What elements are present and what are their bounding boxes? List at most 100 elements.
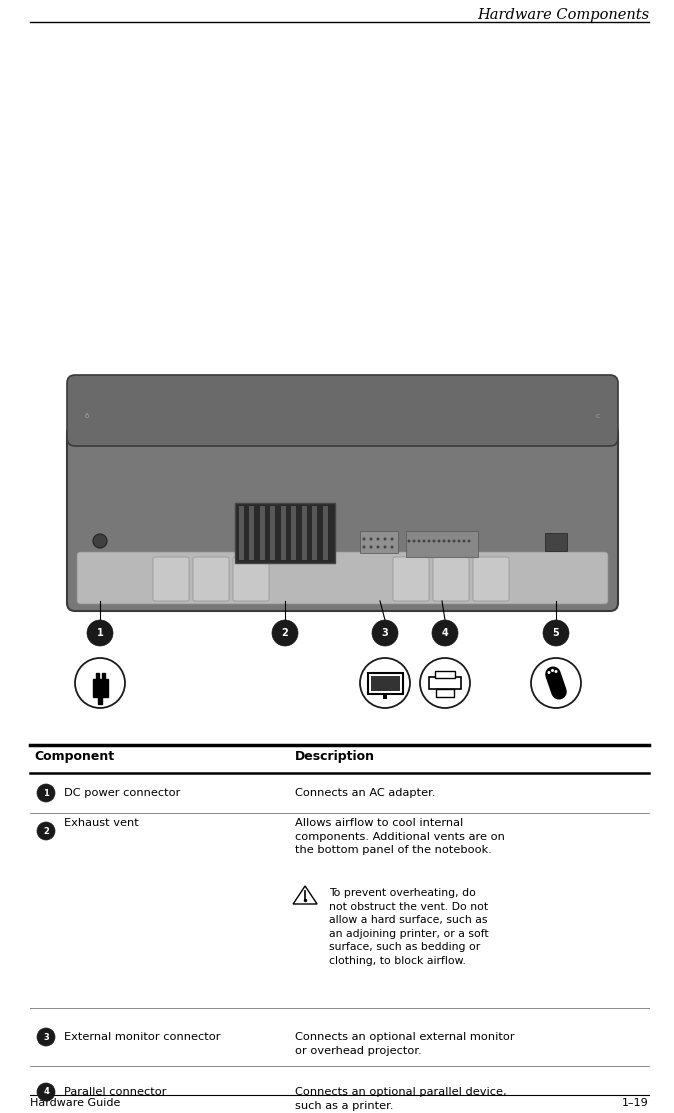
- Bar: [436, 689, 454, 697]
- Polygon shape: [293, 886, 317, 904]
- Text: 2: 2: [282, 628, 288, 638]
- Text: 4: 4: [441, 628, 448, 638]
- Text: Component: Component: [34, 750, 114, 764]
- Circle shape: [369, 538, 373, 541]
- Circle shape: [363, 545, 365, 549]
- Bar: [92, 679, 107, 697]
- Circle shape: [412, 540, 415, 542]
- Bar: [291, 506, 296, 560]
- Circle shape: [531, 658, 581, 708]
- Circle shape: [384, 545, 386, 549]
- Bar: [406, 531, 478, 556]
- Circle shape: [448, 540, 450, 542]
- Circle shape: [547, 669, 559, 680]
- Text: Allows airflow to cool internal
components. Additional vents are on
the bottom p: Allows airflow to cool internal componen…: [295, 818, 505, 855]
- Circle shape: [417, 540, 421, 542]
- FancyBboxPatch shape: [193, 556, 229, 601]
- Text: Hardware Guide: Hardware Guide: [30, 1099, 121, 1109]
- Circle shape: [423, 540, 425, 542]
- Circle shape: [551, 669, 554, 672]
- Text: 1–19: 1–19: [622, 1099, 649, 1109]
- Bar: [312, 506, 317, 560]
- Circle shape: [543, 620, 569, 646]
- Circle shape: [93, 534, 107, 548]
- FancyBboxPatch shape: [77, 552, 608, 604]
- Text: Connects an optional external monitor
or overhead projector.: Connects an optional external monitor or…: [295, 1032, 515, 1055]
- Bar: [235, 503, 335, 563]
- Bar: [371, 676, 400, 691]
- Circle shape: [369, 545, 373, 549]
- Bar: [102, 673, 104, 680]
- Text: 4: 4: [43, 1087, 49, 1096]
- Circle shape: [408, 540, 410, 542]
- Bar: [383, 693, 387, 699]
- Text: 3: 3: [43, 1033, 49, 1042]
- Text: ð: ð: [85, 413, 89, 418]
- Circle shape: [433, 540, 435, 542]
- Circle shape: [87, 620, 113, 646]
- Text: DC power connector: DC power connector: [64, 788, 181, 798]
- Bar: [429, 677, 461, 689]
- Bar: [281, 506, 286, 560]
- FancyBboxPatch shape: [67, 375, 618, 446]
- Circle shape: [37, 1083, 55, 1101]
- Text: 2: 2: [43, 827, 49, 836]
- FancyBboxPatch shape: [153, 556, 189, 601]
- FancyBboxPatch shape: [433, 556, 469, 601]
- Text: Connects an optional parallel device,
such as a printer.: Connects an optional parallel device, su…: [295, 1087, 507, 1111]
- Circle shape: [390, 538, 394, 541]
- Bar: [360, 531, 398, 553]
- Text: Parallel connector: Parallel connector: [64, 1087, 166, 1097]
- Text: 1: 1: [96, 628, 103, 638]
- Text: c: c: [596, 413, 600, 418]
- Circle shape: [437, 540, 441, 542]
- Circle shape: [468, 540, 470, 542]
- Text: Description: Description: [295, 750, 375, 764]
- Circle shape: [427, 540, 431, 542]
- Circle shape: [462, 540, 466, 542]
- Bar: [239, 506, 244, 560]
- Circle shape: [37, 823, 55, 840]
- Text: 3: 3: [381, 628, 388, 638]
- Text: Connects an AC adapter.: Connects an AC adapter.: [295, 788, 435, 798]
- Circle shape: [272, 620, 298, 646]
- Circle shape: [432, 620, 458, 646]
- Circle shape: [547, 671, 551, 674]
- Text: 1: 1: [43, 788, 49, 798]
- Circle shape: [37, 784, 55, 802]
- FancyBboxPatch shape: [473, 556, 509, 601]
- FancyBboxPatch shape: [233, 556, 269, 601]
- Circle shape: [420, 658, 470, 708]
- Bar: [367, 673, 402, 695]
- Bar: [249, 506, 255, 560]
- Circle shape: [555, 670, 557, 673]
- Bar: [96, 673, 98, 680]
- Circle shape: [390, 545, 394, 549]
- Bar: [270, 506, 276, 560]
- Bar: [98, 697, 102, 705]
- FancyBboxPatch shape: [393, 556, 429, 601]
- Circle shape: [384, 538, 386, 541]
- Circle shape: [553, 687, 565, 697]
- FancyBboxPatch shape: [67, 425, 618, 611]
- Text: Hardware Components: Hardware Components: [477, 8, 649, 22]
- Circle shape: [377, 545, 379, 549]
- Text: 5: 5: [553, 628, 559, 638]
- Circle shape: [360, 658, 410, 708]
- Bar: [435, 671, 455, 678]
- Bar: [545, 533, 567, 551]
- Circle shape: [75, 658, 125, 708]
- Text: Exhaust vent: Exhaust vent: [64, 818, 139, 828]
- Circle shape: [443, 540, 446, 542]
- Text: External monitor connector: External monitor connector: [64, 1032, 220, 1042]
- Bar: [260, 506, 265, 560]
- Bar: [302, 506, 307, 560]
- Circle shape: [37, 1028, 55, 1046]
- Circle shape: [458, 540, 460, 542]
- Bar: [323, 506, 328, 560]
- Circle shape: [452, 540, 456, 542]
- Text: To prevent overheating, do
not obstruct the vent. Do not
allow a hard surface, s: To prevent overheating, do not obstruct …: [329, 888, 489, 966]
- Circle shape: [363, 538, 365, 541]
- Circle shape: [372, 620, 398, 646]
- Circle shape: [377, 538, 379, 541]
